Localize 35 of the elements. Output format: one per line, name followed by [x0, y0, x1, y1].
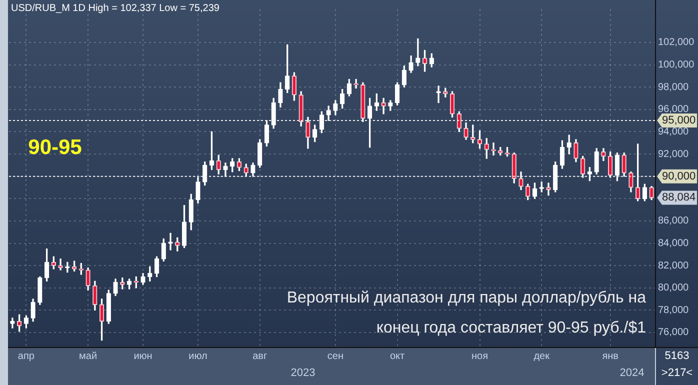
x-tick-label: сен	[327, 350, 344, 362]
candlestick	[58, 258, 63, 270]
ref-line-label: 90,000	[662, 170, 696, 182]
text: 5163	[664, 350, 690, 362]
x-tick-label: янв	[602, 350, 618, 362]
x-tick-label: июн	[134, 350, 152, 362]
y-tick-label: 96,000	[658, 104, 690, 116]
text: 88,084	[662, 192, 696, 204]
text: 2023	[290, 367, 316, 380]
y-tick-label: 76,000	[658, 327, 690, 338]
candlestick	[546, 182, 551, 196]
y-tick-label: 86,000	[658, 216, 690, 227]
y-tick-label: 94,000	[658, 126, 690, 138]
y-tick-label: 98,000	[658, 82, 690, 93]
y-tick-label: 82,000	[658, 260, 690, 272]
x-tick-label: апр	[18, 350, 35, 362]
y-tick-label: 84,000	[658, 238, 690, 250]
x-tick-label: ноя	[472, 350, 488, 362]
text: 2024	[620, 367, 644, 380]
y-tick-label: 78,000	[658, 304, 690, 316]
chart-title: USD/RUB_M 1D High = 102,337 Low = 75,239	[11, 2, 220, 14]
annotation: 90-95	[28, 136, 82, 159]
x-tick-label: дек	[534, 350, 550, 362]
ref-line-label: 95,000	[662, 114, 696, 127]
x-tick-label: авг	[252, 350, 268, 362]
y-tick-label: 80,000	[658, 282, 690, 294]
x-tick-label: май	[79, 350, 98, 362]
y-tick-label: 100,000	[658, 60, 695, 71]
annotation: Вероятный диапазон для пары доллар/рубль на конец года составляет 90-95 руб./$1	[286, 289, 646, 336]
text: >217<	[661, 367, 693, 380]
x-tick-label: окт	[390, 350, 406, 362]
y-tick-label: 102,000	[658, 37, 695, 48]
x-tick-label: июл	[188, 350, 208, 362]
candlestick	[10, 318, 15, 328]
y-tick-label: 92,000	[658, 148, 690, 160]
